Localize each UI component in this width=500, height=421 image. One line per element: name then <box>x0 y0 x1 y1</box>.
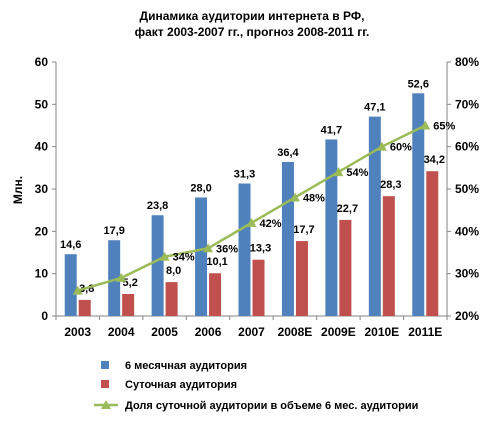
share-point <box>72 285 83 295</box>
y-tick-label: 10 <box>35 267 49 281</box>
bar <box>195 197 208 316</box>
y2-tick-label: 60% <box>455 140 479 154</box>
bar <box>64 254 77 316</box>
legend-label: Доля суточной аудитории в объеме 6 мес. … <box>125 400 418 412</box>
x-tick-label: 2009E <box>321 325 356 339</box>
bar-value-label: 5,2 <box>123 277 138 289</box>
bar <box>108 240 121 316</box>
bar-value-label: 36,4 <box>277 147 299 159</box>
share-point <box>116 272 127 282</box>
bar-value-label: 22,7 <box>337 203 358 215</box>
x-tick-label: 2008E <box>278 325 313 339</box>
x-tick-label: 2006 <box>195 325 222 339</box>
share-value-label: 65% <box>433 121 455 133</box>
bar-value-label: 13,3 <box>250 243 271 255</box>
y-tick-label: 30 <box>35 182 49 196</box>
bar <box>295 241 308 316</box>
bar <box>151 215 164 316</box>
x-tick-label: 2005 <box>151 325 178 339</box>
plot-area: 0 10 20 30 40 50 60 20% 30% 40% 50% 60% 70% 80% 2003 20… <box>35 55 480 339</box>
chart-subtitle: факт 2003-2007 гг., прогноз 2008-2011 гг… <box>135 25 370 39</box>
bar-value-label: 31,3 <box>234 168 255 180</box>
y2-tick-label: 30% <box>455 267 479 281</box>
bar <box>78 299 91 316</box>
x-tick-label: 2003 <box>64 325 91 339</box>
legend-swatch <box>101 361 109 369</box>
bar-value-label: 8,0 <box>166 265 181 277</box>
y-axis-title: Млн. <box>11 176 25 204</box>
share-value-label: 54% <box>346 167 368 179</box>
legend-marker <box>101 400 111 409</box>
y-tick-label: 20 <box>35 224 49 238</box>
y-tick-label: 40 <box>35 140 49 154</box>
bar-value-label: 28,0 <box>190 182 211 194</box>
bar-value-label: 17,7 <box>293 224 314 236</box>
bar-value-label: 47,1 <box>364 102 385 114</box>
bar <box>165 282 178 316</box>
legend-swatch <box>101 380 109 388</box>
bar-value-label: 28,3 <box>380 179 401 191</box>
share-value-label: 36% <box>216 243 238 255</box>
y-tick-label: 60 <box>35 55 49 69</box>
bar <box>209 273 222 316</box>
share-value-label: 60% <box>390 142 412 154</box>
legend: 6 месячная аудитория Суточная аудитория До… <box>94 360 418 412</box>
y2-tick-label: 40% <box>455 224 479 238</box>
chart-title: Динамика аудитории интернета в РФ, <box>140 9 365 23</box>
share-point <box>289 192 300 202</box>
y-tick-label: 0 <box>41 309 48 323</box>
share-point <box>159 251 170 261</box>
share-value-label: 34% <box>173 252 195 264</box>
y2-tick-label: 70% <box>455 97 479 111</box>
share-value-label: 42% <box>260 218 282 230</box>
x-tick-label: 2007 <box>238 325 265 339</box>
y2-tick-label: 50% <box>455 182 479 196</box>
bar <box>426 171 439 316</box>
bar <box>122 293 135 316</box>
legend-label: 6 месячная аудитория <box>125 360 247 372</box>
share-value-label: 48% <box>303 192 325 204</box>
bar <box>238 183 251 316</box>
bar-value-label: 41,7 <box>321 124 342 136</box>
legend-label: Суточная аудитория <box>125 379 237 391</box>
bar <box>382 196 395 316</box>
share-point <box>246 217 257 227</box>
bar-value-label: 34,2 <box>424 154 445 166</box>
bar-value-label: 10,1 <box>206 256 227 268</box>
y2-tick-label: 20% <box>455 309 479 323</box>
bar-value-label: 17,9 <box>103 225 124 237</box>
share-point <box>420 120 431 130</box>
bar <box>368 116 381 316</box>
x-tick-label: 2010E <box>364 325 399 339</box>
bar <box>339 219 352 316</box>
share-point <box>333 167 344 177</box>
y2-tick-label: 80% <box>455 55 479 69</box>
share-point <box>203 243 214 253</box>
x-tick-label: 2011E <box>408 325 442 339</box>
bar <box>325 139 338 316</box>
bar-value-label: 52,6 <box>408 78 429 90</box>
y-tick-label: 50 <box>35 97 49 111</box>
share-point <box>376 141 387 151</box>
bar <box>281 161 294 316</box>
bar <box>252 259 265 316</box>
bar <box>412 93 425 317</box>
x-tick-label: 2004 <box>108 325 135 339</box>
bar-value-label: 14,6 <box>60 239 81 251</box>
bar-value-label: 23,8 <box>147 200 168 212</box>
